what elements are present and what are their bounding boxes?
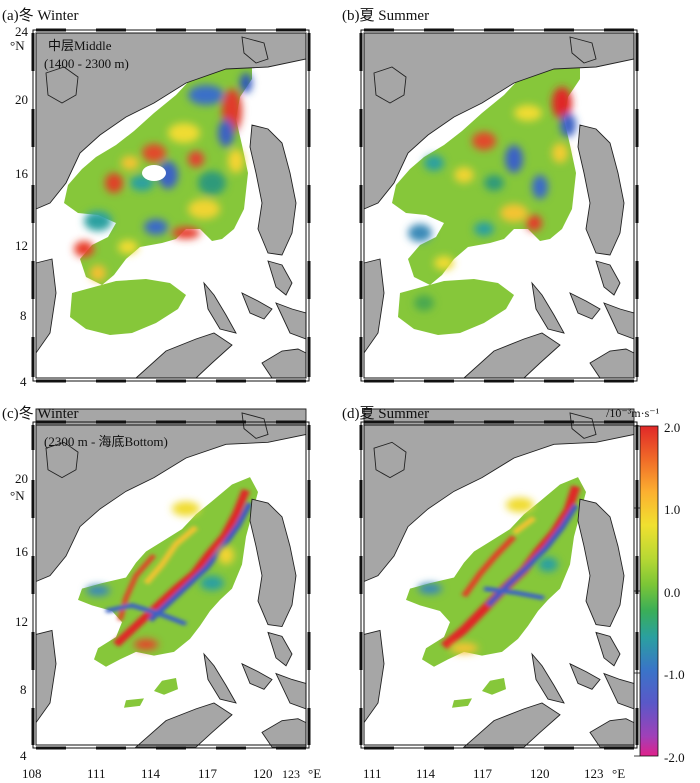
colorbar: /10⁻³m·s⁻¹ 2.0 1.0 0.0 -1.0 -2.0 [606,406,685,765]
lon-tick-117-r: 117 [473,766,493,781]
lat-axis-bottom: 20 °N 16 12 8 4 [10,471,29,763]
frame-border-a [31,28,311,383]
lon-tick-120-r: 120 [530,766,550,781]
colorbar-tick-1: 1.0 [664,502,680,517]
lat-tick-16-b: 16 [15,544,29,559]
colorbar-tick-m1: -1.0 [664,667,685,682]
lat-tick-4: 4 [20,374,27,389]
panel-c-depth-range: (2300 m - 海底Bottom) [44,434,168,449]
lat-unit-bottom: °N [10,488,25,503]
lon-tick-111: 111 [87,766,106,781]
colorbar-unit: /10⁻³m·s⁻¹ [606,406,660,420]
panel-a-depth-range: (1400 - 2300 m) [44,56,129,71]
ocean-field-b [392,55,580,335]
lon-tick-123: 123 [282,767,300,781]
lat-tick-24: 24 [15,24,29,39]
lon-tick-114: 114 [141,766,161,781]
lon-tick-120: 120 [253,766,273,781]
frame-border-b [359,28,639,383]
lon-tick-114-r: 114 [416,766,436,781]
lat-tick-4-b: 4 [20,748,27,763]
lon-tick-117: 117 [198,766,218,781]
panel-d: (d)夏 Summer [342,406,639,750]
frame-border-c [31,420,311,750]
lat-tick-8: 8 [20,308,27,323]
colorbar-tick-m2: -2.0 [664,750,685,765]
colorbar-tick-0: 0.0 [664,585,680,600]
panel-a-layer-label: 中层Middle [48,38,112,53]
lat-tick-8-b: 8 [20,682,27,697]
panel-a-title: (a)冬 Winter [2,7,78,24]
panel-c-title: (c)冬 Winter [2,405,78,422]
lat-tick-20: 20 [15,92,28,107]
lon-tick-108: 108 [22,766,42,781]
lon-tick-123-r: 123 [584,766,604,781]
lon-unit-left: °E [308,766,321,781]
lon-axis-right: 111 114 117 120 123 °E [363,766,625,781]
lon-tick-111-r: 111 [363,766,382,781]
panel-d-title: (d)夏 Summer [342,406,429,422]
lat-tick-12-b: 12 [15,614,28,629]
lat-tick-20-b: 20 [15,471,28,486]
colorbar-tick-2: 2.0 [664,420,680,435]
lat-tick-12: 12 [15,238,28,253]
panel-a: (a)冬 Winter 中层Middle (1400 - 2300 m) [2,7,311,383]
frame-border-d [359,420,639,750]
colorbar-ramp [639,425,659,757]
ocean-field-a [64,55,252,335]
lat-unit-top: °N [10,38,25,53]
panel-b-title: (b)夏 Summer [342,8,429,24]
ocean-field-d [406,477,586,708]
lat-axis-top: 24 °N 20 16 12 8 4 [10,24,29,389]
lon-unit-right: °E [612,766,625,781]
panel-c: (c)冬 Winter (2300 m - 海底Bottom) [2,405,311,750]
lat-tick-16: 16 [15,166,29,181]
ocean-field-c [78,477,258,708]
panel-b: (b)夏 Summer [342,8,639,383]
lon-axis-left: 108 111 114 117 120 123 °E [22,766,321,781]
